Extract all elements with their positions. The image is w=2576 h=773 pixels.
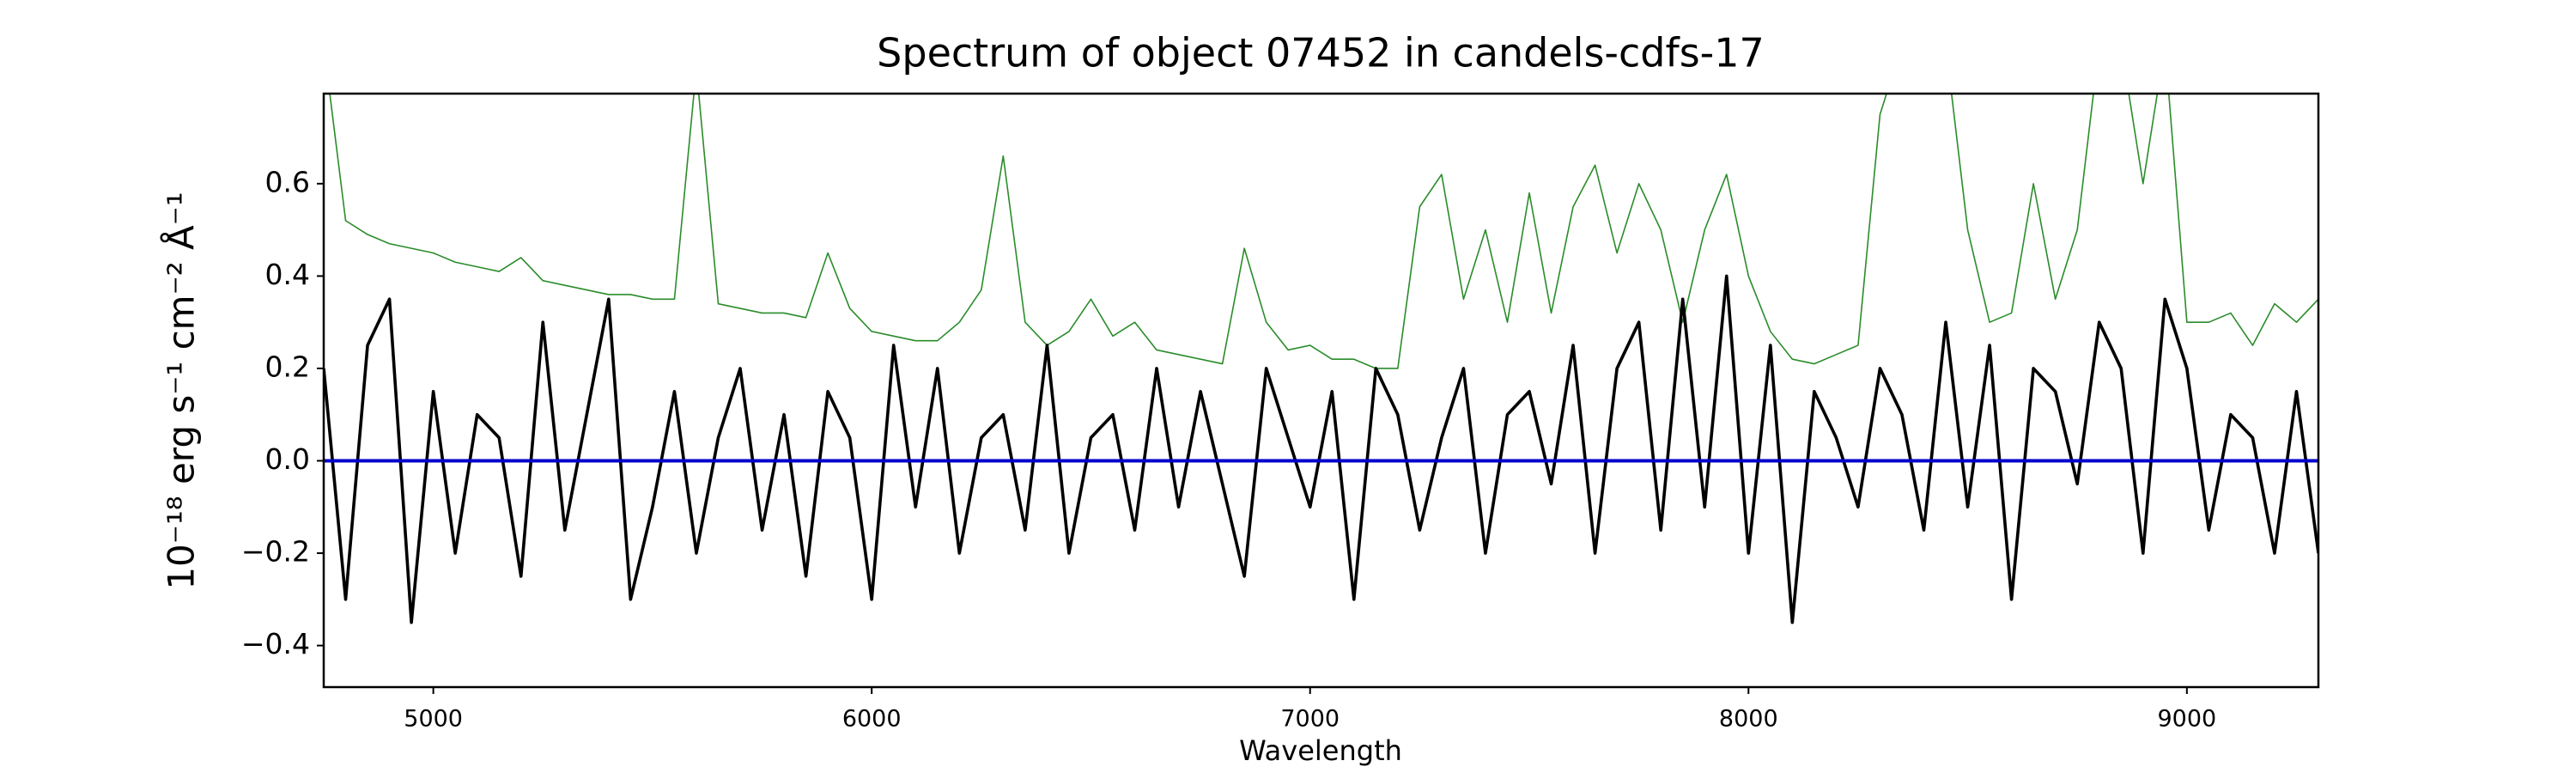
y-axis-label: 10⁻¹⁸ erg s⁻¹ cm⁻² Å⁻¹ [160, 192, 203, 589]
x-tick-label: 6000 [842, 706, 902, 733]
y-tick-label: −0.2 [241, 535, 310, 569]
x-tick-label: 9000 [2157, 706, 2216, 733]
x-tick-label: 7000 [1280, 706, 1340, 733]
spectrum-line [324, 274, 2318, 624]
y-tick-label: 0.6 [265, 165, 310, 198]
y-tick-label: 0.0 [265, 442, 310, 476]
y-tick-label: 0.2 [265, 350, 310, 383]
axes-frame [322, 92, 2320, 689]
y-tick-label: 0.4 [265, 258, 310, 291]
spectrum-line [329, 94, 2318, 369]
y-tick-label: −0.4 [241, 627, 310, 660]
plot-area [324, 94, 2318, 624]
x-tick-label: 8000 [1719, 706, 1778, 733]
x-tick-label: 5000 [404, 706, 463, 733]
chart-title: Spectrum of object 07452 in candels-cdfs… [877, 30, 1765, 76]
x-axis-label: Wavelength [1239, 734, 1402, 767]
